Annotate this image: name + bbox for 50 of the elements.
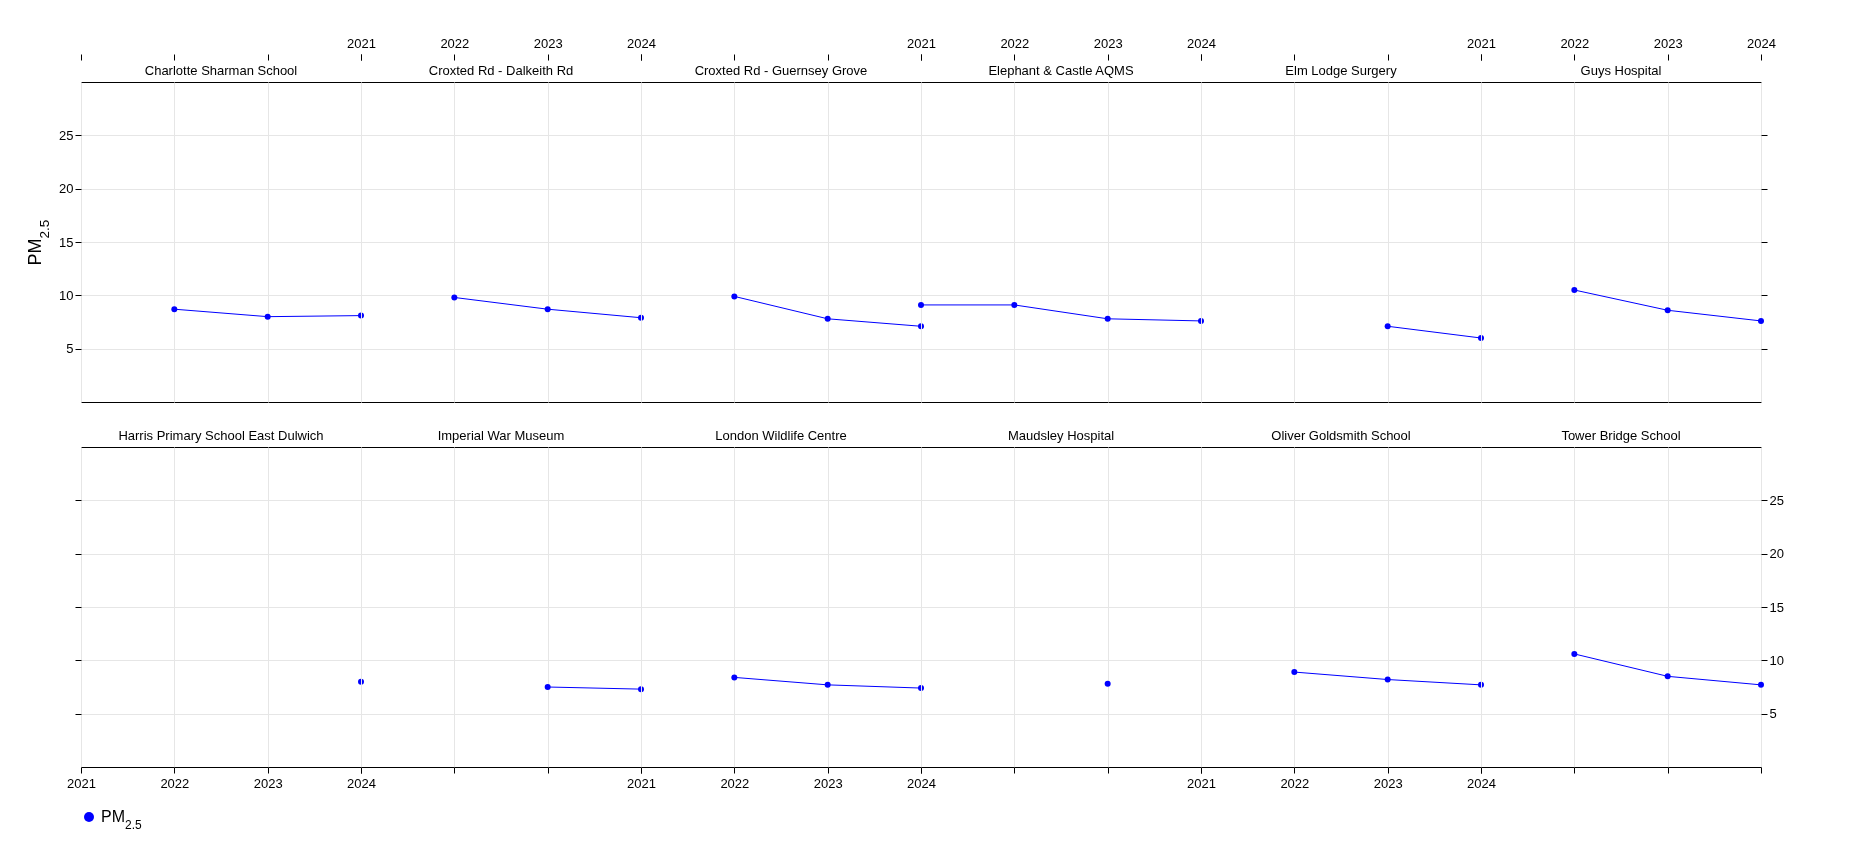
chart-title: Croxted Rd - Guernsey Grove <box>694 63 868 78</box>
y-tick-label: 20 <box>59 181 74 197</box>
x-tick-label: 2021 <box>1467 35 1496 51</box>
chart-title: Charlotte Sharman School <box>144 63 298 78</box>
x-tick-label: 2022 <box>1560 35 1590 51</box>
x-tick-label: 2023 <box>1093 35 1123 51</box>
x-tick-label: 2024 <box>1747 35 1776 51</box>
x-tick-label: 2022 <box>440 35 470 51</box>
x-tick-label: 2022 <box>160 775 190 791</box>
chart-title: Harris Primary School East Dulwich <box>118 428 324 443</box>
y-tick-label: 15 <box>1769 599 1784 615</box>
chart-title: Guys Hospital <box>1580 63 1662 78</box>
chart-title: Maudsley Hospital <box>1007 428 1115 443</box>
x-tick-label: 2021 <box>347 35 376 51</box>
x-tick-label: 2024 <box>627 35 656 51</box>
y-tick-label: 25 <box>59 127 74 143</box>
x-tick-label: 2024 <box>907 775 936 791</box>
y-tick-label: 10 <box>59 287 74 303</box>
chart-title: Imperial War Museum <box>437 428 565 443</box>
y-tick-label: 25 <box>1769 492 1784 508</box>
x-tick-label: 2022 <box>1000 35 1030 51</box>
x-tick-label: 2022 <box>1280 775 1310 791</box>
x-tick-label: 2023 <box>813 775 843 791</box>
point <box>1571 650 1578 657</box>
x-tick-label: 2024 <box>347 775 376 791</box>
y-tick-label: 5 <box>66 341 74 357</box>
x-tick-label: 2023 <box>1373 775 1403 791</box>
x-tick-label: 2022 <box>720 775 750 791</box>
x-tick-label: 2023 <box>1653 35 1683 51</box>
chart-title: Elm Lodge Surgery <box>1285 63 1398 78</box>
x-tick-label: 2024 <box>1467 775 1496 791</box>
x-tick-label: 2024 <box>1187 35 1216 51</box>
x-tick-label: 2023 <box>533 35 563 51</box>
chart-title: Croxted Rd - Dalkeith Rd <box>428 63 574 78</box>
y-tick-label: 10 <box>1769 652 1784 668</box>
x-tick-label: 2021 <box>627 775 656 791</box>
chart-title: Tower Bridge School <box>1561 428 1681 443</box>
y-tick-label: 20 <box>1769 546 1784 562</box>
x-tick-label: 2021 <box>1187 775 1216 791</box>
chart-title: Elephant & Castle AQMS <box>988 63 1134 78</box>
point <box>1664 673 1671 680</box>
y-tick-label: 15 <box>59 234 74 250</box>
x-tick-label: 2023 <box>253 775 283 791</box>
chart-title: London Wildlife Centre <box>715 428 847 443</box>
y-tick-label: 5 <box>1769 706 1777 722</box>
x-tick-label: 2021 <box>67 775 96 791</box>
point <box>1758 681 1764 688</box>
chart-title: Oliver Goldsmith School <box>1271 428 1411 443</box>
x-tick-label: 2021 <box>907 35 936 51</box>
legend-label: PM$_{2.5}$ <box>101 808 143 832</box>
